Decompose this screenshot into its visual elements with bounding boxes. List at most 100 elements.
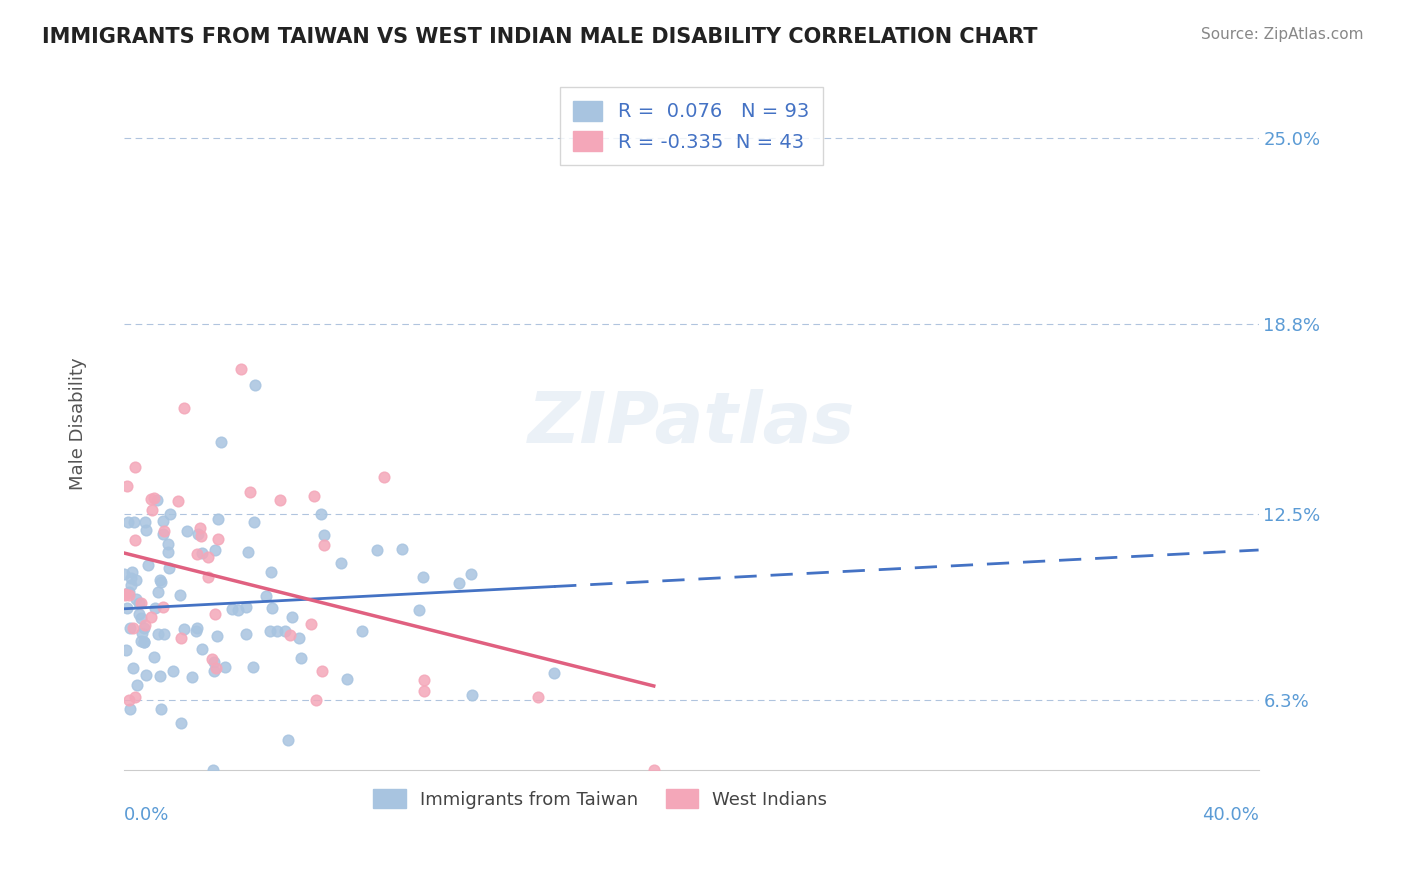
Point — [207, 512, 229, 526]
Point — [120, 622, 142, 636]
Point — [112, 567, 135, 582]
Point — [391, 542, 413, 557]
Point — [204, 661, 226, 675]
Point — [460, 689, 482, 703]
Point — [235, 600, 257, 615]
Point — [149, 573, 172, 587]
Point — [260, 565, 283, 579]
Point — [124, 690, 146, 705]
Point — [243, 377, 266, 392]
Point — [202, 655, 225, 669]
Point — [259, 624, 281, 638]
Point — [143, 601, 166, 615]
Point — [132, 621, 155, 635]
Point — [135, 667, 157, 681]
Point — [242, 660, 264, 674]
Point — [156, 536, 179, 550]
Point — [299, 617, 322, 632]
Point — [412, 684, 434, 698]
Point — [170, 631, 193, 645]
Point — [312, 528, 335, 542]
Point — [120, 578, 142, 592]
Point — [188, 521, 211, 535]
Point — [117, 585, 139, 599]
Point — [207, 533, 229, 547]
Point — [145, 493, 167, 508]
Point — [274, 624, 297, 638]
Point — [280, 609, 302, 624]
Point — [304, 489, 326, 503]
Point — [191, 642, 214, 657]
Point — [190, 546, 212, 560]
Text: 40.0%: 40.0% — [1202, 805, 1258, 823]
Point — [118, 702, 141, 716]
Point — [139, 491, 162, 506]
Point — [134, 516, 156, 530]
Point — [118, 588, 141, 602]
Point — [122, 621, 145, 635]
Point — [408, 603, 430, 617]
Point — [153, 524, 176, 539]
Point — [186, 547, 208, 561]
Point — [141, 503, 163, 517]
Point — [128, 596, 150, 610]
Point — [221, 602, 243, 616]
Point — [197, 550, 219, 565]
Point — [204, 664, 226, 678]
Point — [142, 650, 165, 665]
Point — [134, 635, 156, 649]
Point — [209, 434, 232, 449]
Point — [125, 573, 148, 587]
Point — [117, 601, 139, 615]
Point — [186, 621, 208, 635]
Point — [166, 494, 188, 508]
Point — [231, 361, 253, 376]
Point — [125, 678, 148, 692]
Point — [118, 693, 141, 707]
Point — [124, 460, 146, 475]
Point — [136, 558, 159, 572]
Point — [311, 665, 333, 679]
Point — [129, 633, 152, 648]
Point — [156, 544, 179, 558]
Point — [149, 668, 172, 682]
Point — [180, 670, 202, 684]
Point — [643, 763, 665, 777]
Point — [135, 523, 157, 537]
Point — [152, 514, 174, 528]
Point — [447, 575, 470, 590]
Point — [201, 651, 224, 665]
Point — [162, 664, 184, 678]
Point — [460, 566, 482, 581]
Text: IMMIGRANTS FROM TAIWAN VS WEST INDIAN MALE DISABILITY CORRELATION CHART: IMMIGRANTS FROM TAIWAN VS WEST INDIAN MA… — [42, 27, 1038, 46]
Point — [121, 571, 143, 585]
Point — [288, 632, 311, 646]
Point — [143, 491, 166, 505]
Text: Male Disability: Male Disability — [69, 357, 87, 490]
Point — [266, 624, 288, 639]
Point — [412, 673, 434, 688]
Point — [187, 527, 209, 541]
Point — [197, 569, 219, 583]
Point — [235, 627, 257, 641]
Point — [159, 507, 181, 521]
Point — [114, 586, 136, 600]
Point — [239, 485, 262, 500]
Point — [131, 596, 153, 610]
Point — [201, 763, 224, 777]
Point — [152, 600, 174, 615]
Point — [124, 533, 146, 547]
Point — [131, 626, 153, 640]
Point — [134, 618, 156, 632]
Point — [122, 661, 145, 675]
Point — [290, 650, 312, 665]
Point — [312, 538, 335, 552]
Point — [254, 589, 277, 603]
Point — [236, 545, 259, 559]
Legend: Immigrants from Taiwan, West Indians: Immigrants from Taiwan, West Indians — [366, 782, 835, 816]
Point — [115, 643, 138, 657]
Point — [117, 515, 139, 529]
Point — [260, 600, 283, 615]
Point — [352, 624, 374, 638]
Text: Source: ZipAtlas.com: Source: ZipAtlas.com — [1201, 27, 1364, 42]
